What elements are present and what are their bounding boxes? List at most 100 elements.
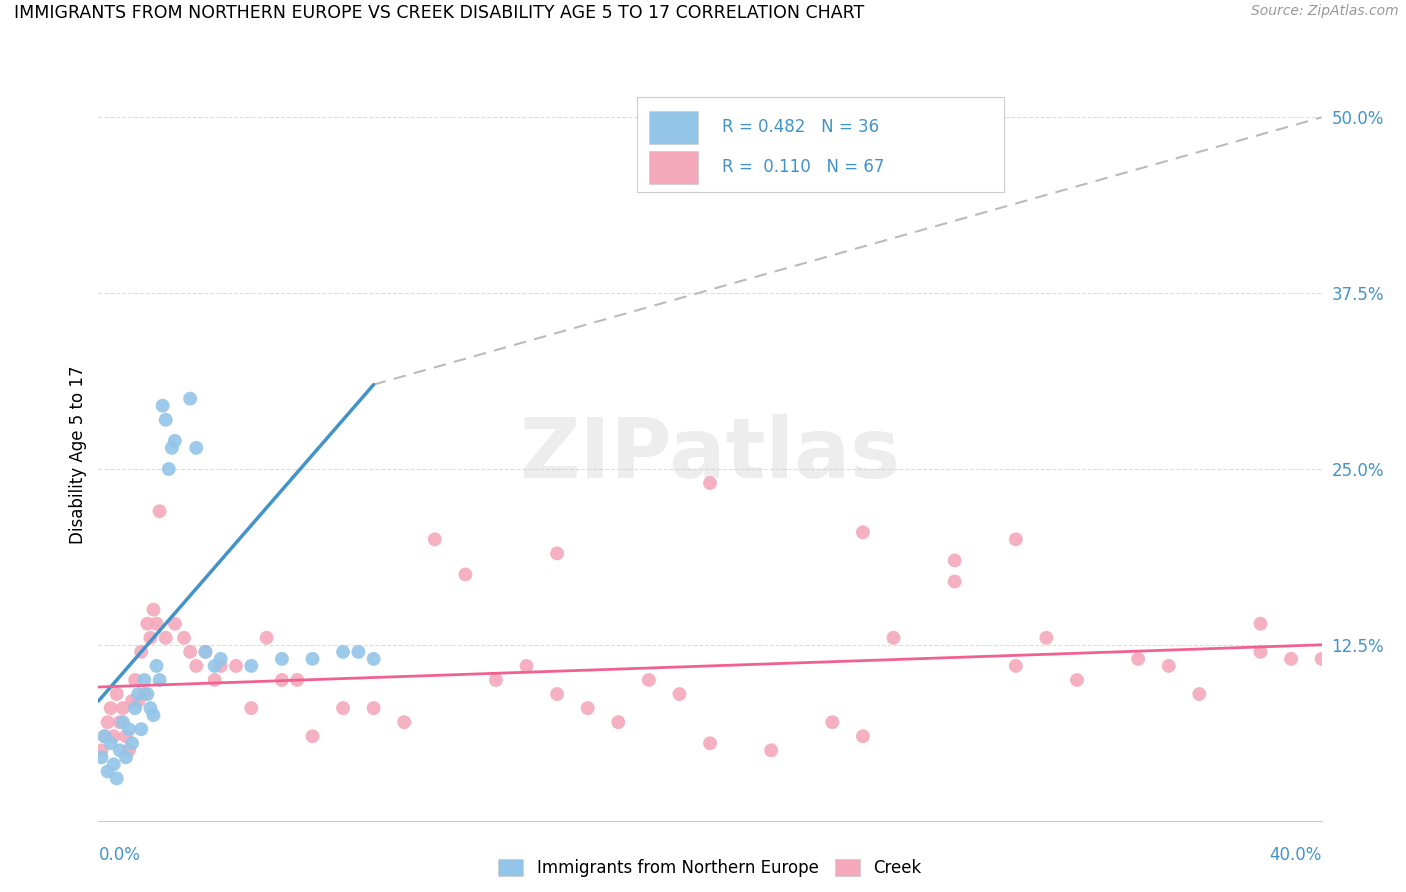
- Point: [759, 743, 782, 757]
- Point: [1310, 652, 1333, 666]
- Point: [127, 687, 149, 701]
- Point: [118, 743, 141, 757]
- Point: [90, 750, 112, 764]
- Point: [152, 399, 174, 413]
- Point: [852, 729, 875, 743]
- Point: [392, 715, 416, 730]
- Point: [90, 743, 112, 757]
- Point: [173, 631, 195, 645]
- Point: [1279, 652, 1302, 666]
- Point: [852, 525, 875, 540]
- Point: [256, 631, 278, 645]
- Point: [1128, 652, 1150, 666]
- Point: [139, 701, 162, 715]
- Legend: Immigrants from Northern Europe, Creek: Immigrants from Northern Europe, Creek: [489, 851, 931, 886]
- Point: [225, 659, 247, 673]
- Point: [576, 701, 599, 715]
- Point: [105, 772, 128, 786]
- Text: R = 0.482   N = 36: R = 0.482 N = 36: [723, 119, 879, 136]
- Point: [127, 694, 149, 708]
- Point: [108, 743, 131, 757]
- Point: [363, 652, 385, 666]
- Point: [301, 729, 323, 743]
- Point: [332, 645, 354, 659]
- Point: [699, 476, 721, 491]
- Point: [1035, 631, 1057, 645]
- Point: [100, 736, 122, 750]
- Point: [546, 546, 568, 560]
- Text: IMMIGRANTS FROM NORTHERN EUROPE VS CREEK DISABILITY AGE 5 TO 17 CORRELATION CHAR: IMMIGRANTS FROM NORTHERN EUROPE VS CREEK…: [14, 4, 865, 22]
- Point: [155, 413, 177, 427]
- Point: [1249, 645, 1271, 659]
- Point: [115, 750, 138, 764]
- Point: [136, 687, 159, 701]
- Text: R =  0.110   N = 67: R = 0.110 N = 67: [723, 159, 884, 177]
- Point: [270, 673, 292, 687]
- Point: [111, 715, 134, 730]
- Point: [124, 673, 146, 687]
- Point: [209, 652, 232, 666]
- Point: [240, 659, 263, 673]
- Point: [179, 392, 201, 406]
- Point: [186, 441, 208, 455]
- Point: [97, 715, 120, 730]
- Point: [347, 645, 370, 659]
- Point: [163, 616, 186, 631]
- Point: [194, 645, 217, 659]
- Point: [209, 659, 232, 673]
- Point: [103, 757, 125, 772]
- Point: [668, 687, 690, 701]
- Point: [157, 462, 180, 476]
- Point: [134, 673, 156, 687]
- Point: [204, 673, 226, 687]
- Point: [145, 659, 167, 673]
- Point: [1004, 533, 1026, 547]
- Point: [108, 715, 131, 730]
- Text: 0.0%: 0.0%: [98, 846, 141, 864]
- Bar: [650, 152, 697, 185]
- Y-axis label: Disability Age 5 to 17: Disability Age 5 to 17: [69, 366, 87, 544]
- Text: 40.0%: 40.0%: [1270, 846, 1322, 864]
- Point: [129, 723, 152, 737]
- Point: [423, 533, 446, 547]
- Point: [821, 715, 844, 730]
- Bar: [650, 112, 697, 144]
- Point: [204, 659, 226, 673]
- Point: [136, 616, 159, 631]
- Point: [285, 673, 308, 687]
- Point: [93, 729, 115, 743]
- Text: Source: ZipAtlas.com: Source: ZipAtlas.com: [1251, 4, 1399, 19]
- Point: [454, 567, 477, 582]
- Point: [100, 701, 122, 715]
- Point: [332, 701, 354, 715]
- Point: [1188, 687, 1211, 701]
- Point: [121, 736, 143, 750]
- Point: [139, 631, 162, 645]
- Point: [93, 729, 115, 743]
- Point: [149, 504, 172, 518]
- Point: [883, 631, 905, 645]
- Text: ZIPatlas: ZIPatlas: [520, 415, 900, 495]
- Point: [943, 574, 966, 589]
- Point: [363, 701, 385, 715]
- Point: [179, 645, 201, 659]
- Point: [155, 631, 177, 645]
- Point: [134, 687, 156, 701]
- Point: [115, 729, 138, 743]
- Point: [160, 441, 183, 455]
- Point: [240, 701, 263, 715]
- Point: [699, 736, 721, 750]
- Point: [194, 645, 217, 659]
- FancyBboxPatch shape: [637, 96, 1004, 192]
- Point: [142, 602, 165, 616]
- Point: [607, 715, 630, 730]
- Point: [485, 673, 508, 687]
- Point: [270, 652, 292, 666]
- Point: [301, 652, 323, 666]
- Point: [546, 687, 568, 701]
- Point: [1066, 673, 1088, 687]
- Point: [943, 553, 966, 567]
- Point: [1249, 616, 1271, 631]
- Point: [149, 673, 172, 687]
- Point: [103, 729, 125, 743]
